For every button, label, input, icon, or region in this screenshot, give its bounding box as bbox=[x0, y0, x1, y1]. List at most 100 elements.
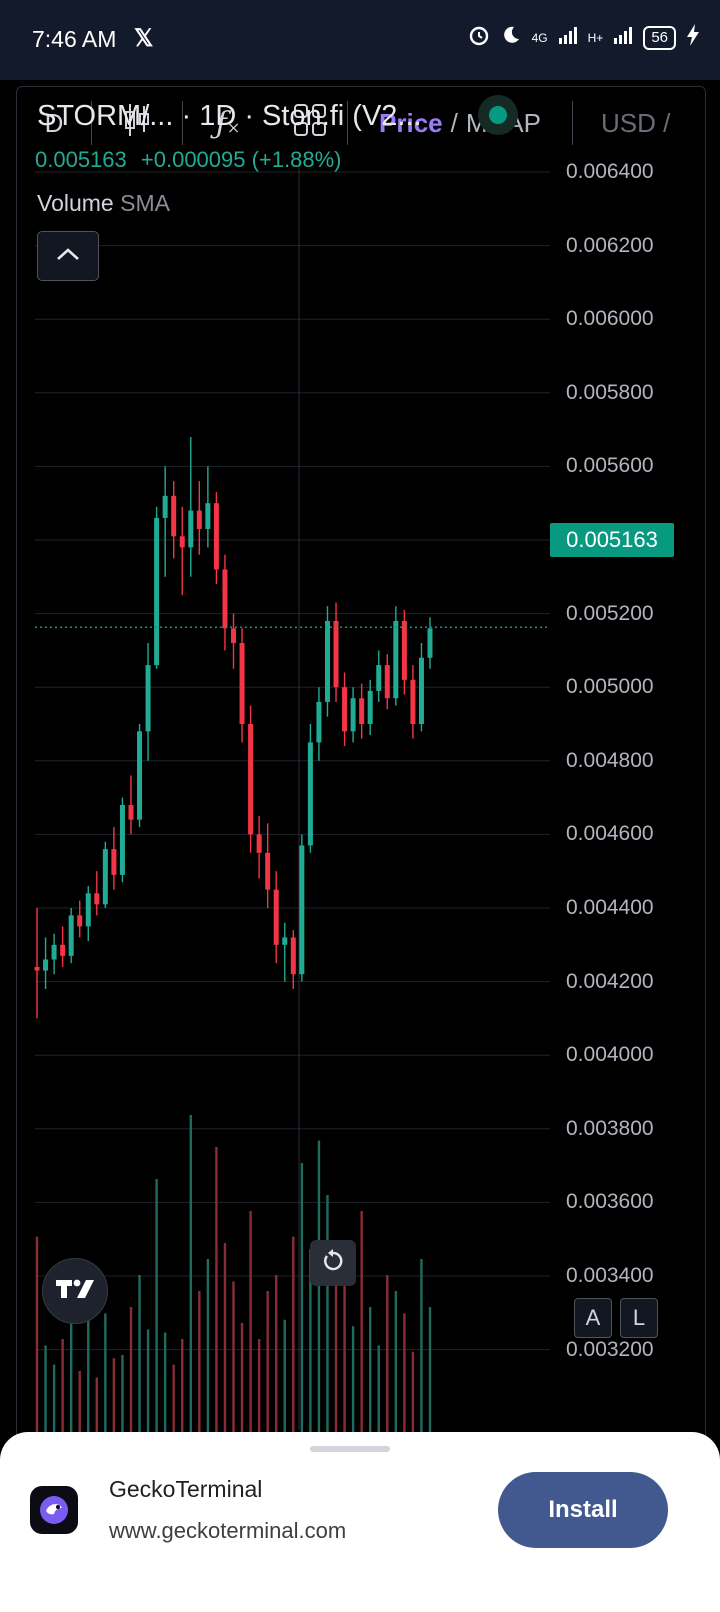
app-name: GeckoTerminal bbox=[109, 1476, 263, 1502]
candle-body bbox=[307, 742, 313, 846]
collapse-legend-button[interactable] bbox=[37, 231, 99, 281]
chart-grid bbox=[35, 171, 550, 1351]
volume-bar bbox=[129, 1307, 133, 1435]
price-axis-tick: 0.005600 bbox=[566, 454, 654, 478]
last-price-badge: 0.005163 bbox=[550, 523, 674, 557]
volume-bar bbox=[300, 1163, 304, 1435]
toolbar-divider bbox=[91, 101, 92, 145]
volume-bar bbox=[334, 1281, 338, 1435]
candle-body bbox=[401, 620, 407, 680]
toolbar-divider bbox=[572, 101, 573, 145]
layout-button[interactable] bbox=[273, 87, 347, 159]
candle-body bbox=[128, 804, 134, 820]
volume-bar bbox=[411, 1351, 415, 1435]
volume-bar bbox=[155, 1179, 158, 1435]
volume-bar bbox=[351, 1326, 355, 1435]
candle-body bbox=[188, 510, 194, 548]
price-axis-tick: 0.004000 bbox=[566, 1043, 654, 1067]
volume-bar bbox=[44, 1345, 47, 1435]
volume-bar bbox=[61, 1339, 64, 1435]
volume-bar bbox=[78, 1371, 81, 1435]
app-url: www.geckoterminal.com bbox=[109, 1518, 347, 1543]
volume-bar bbox=[69, 1323, 73, 1435]
reset-chart-button[interactable] bbox=[310, 1240, 356, 1286]
volume-bar bbox=[317, 1140, 321, 1435]
volume-bar bbox=[95, 1377, 99, 1435]
candle-body bbox=[68, 915, 74, 956]
candle-body bbox=[248, 724, 254, 835]
candle-body bbox=[137, 731, 143, 820]
volume-sma-label: SMA bbox=[120, 190, 170, 216]
volume-bar bbox=[198, 1291, 201, 1435]
candle-body bbox=[171, 495, 177, 537]
volume-bar bbox=[394, 1291, 398, 1435]
candle-body bbox=[376, 665, 382, 691]
candle-body bbox=[427, 628, 433, 658]
price-axis-tick: 0.004200 bbox=[566, 969, 654, 993]
install-button[interactable]: Install bbox=[498, 1472, 668, 1548]
candle-body bbox=[393, 620, 399, 699]
candle-type-button[interactable] bbox=[92, 87, 182, 159]
candle-body bbox=[418, 657, 424, 724]
price-axis-tick: 0.005000 bbox=[566, 675, 654, 699]
currency-label: USD / bbox=[601, 107, 671, 138]
legend-last-price: 0.005163 bbox=[35, 147, 127, 172]
tradingview-logo[interactable] bbox=[42, 1258, 108, 1324]
price-candles bbox=[34, 436, 433, 1019]
price-option[interactable]: Price bbox=[379, 107, 443, 138]
volume-bar bbox=[420, 1259, 423, 1435]
candle-body bbox=[154, 517, 160, 666]
candle-body bbox=[205, 503, 211, 529]
volume-bar bbox=[104, 1313, 107, 1435]
auto-scale-button[interactable]: A bbox=[574, 1298, 612, 1338]
symbol-title[interactable]: STORM/... · 1D · Ston.fi (V2... bbox=[37, 100, 422, 132]
volume-bar bbox=[163, 1332, 167, 1435]
candle-body bbox=[51, 944, 57, 960]
network-type-2: H+ bbox=[587, 30, 604, 45]
candle-body bbox=[43, 959, 49, 971]
volume-bar bbox=[266, 1291, 269, 1435]
candle-body bbox=[324, 620, 330, 702]
geckoterminal-app-icon bbox=[30, 1486, 78, 1534]
volume-bar bbox=[112, 1358, 116, 1435]
indicators-button[interactable]: ƒ× bbox=[183, 87, 273, 159]
candle-body bbox=[231, 628, 236, 644]
candle-body bbox=[299, 845, 305, 975]
sheet-drag-handle[interactable] bbox=[310, 1446, 390, 1452]
legend-price-values: 0.005163 +0.000095 (+1.88%) bbox=[35, 147, 342, 173]
status-time: 7:46 AM bbox=[32, 26, 117, 52]
volume-label: Volume bbox=[37, 190, 114, 216]
candle-body bbox=[273, 889, 279, 945]
volume-bar bbox=[138, 1275, 141, 1435]
toggle-separator: / bbox=[450, 107, 458, 138]
volume-bars bbox=[35, 1115, 432, 1435]
candle-body bbox=[179, 536, 185, 548]
volume-legend[interactable]: Volume SMA bbox=[37, 190, 170, 217]
candle-body bbox=[145, 665, 151, 732]
volume-bar bbox=[181, 1339, 184, 1435]
volume-bar bbox=[377, 1345, 380, 1435]
volume-bar bbox=[343, 1243, 346, 1435]
candle-body bbox=[282, 937, 288, 945]
currency-toggle[interactable]: USD / bbox=[573, 87, 701, 159]
candle-body bbox=[359, 698, 365, 724]
price-axis-tick: 0.003400 bbox=[566, 1264, 654, 1287]
candle-body bbox=[162, 495, 168, 518]
toolbar-divider bbox=[182, 101, 183, 145]
candle-body bbox=[265, 852, 271, 890]
interval-button[interactable]: D bbox=[17, 87, 91, 159]
price-axis-tick: 0.005200 bbox=[566, 601, 654, 625]
candle-body bbox=[60, 944, 66, 956]
log-scale-button[interactable]: L bbox=[620, 1298, 658, 1338]
function-fx-icon: ƒ× bbox=[215, 105, 241, 141]
toolbar-divider bbox=[347, 101, 348, 145]
candle-body bbox=[85, 893, 91, 927]
legend-change: +0.000095 (+1.88%) bbox=[140, 147, 342, 172]
alarm-icon bbox=[468, 24, 490, 51]
candle-body bbox=[342, 687, 348, 732]
price-chart[interactable] bbox=[0, 160, 720, 1510]
volume-bar bbox=[172, 1364, 175, 1435]
candle-body bbox=[222, 569, 228, 629]
candle-body bbox=[367, 690, 373, 724]
volume-bar bbox=[52, 1364, 56, 1435]
